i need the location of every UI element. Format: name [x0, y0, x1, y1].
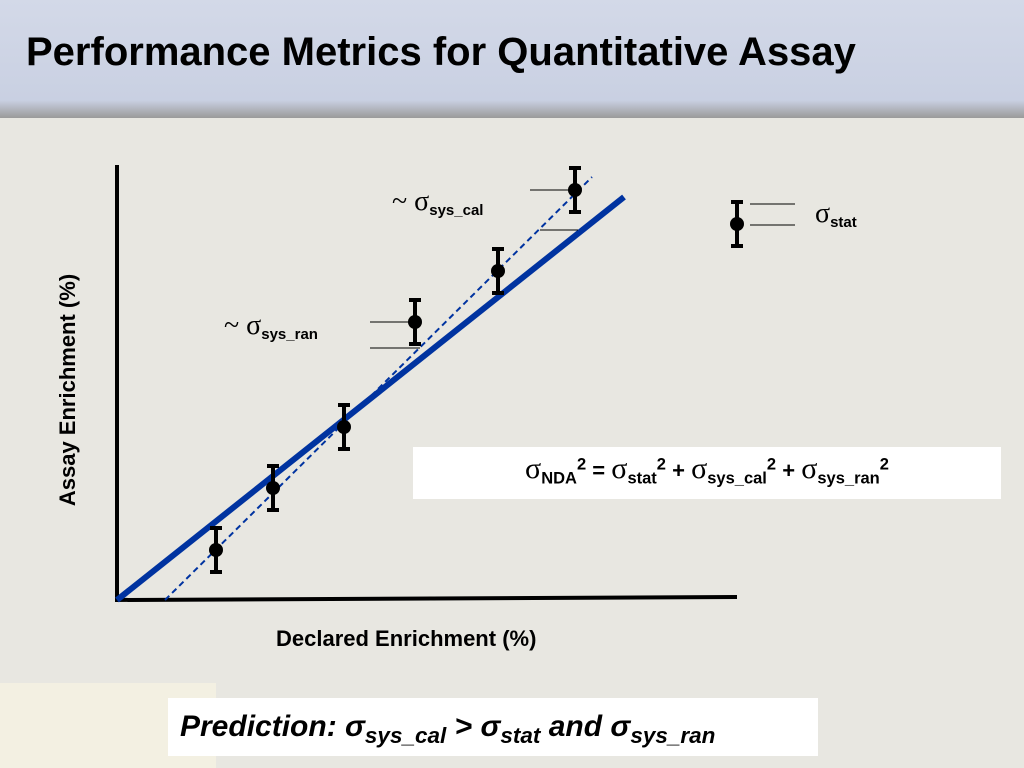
symbol: σ — [801, 452, 818, 485]
error-point — [568, 166, 582, 214]
text: Prediction: σ — [180, 710, 365, 743]
fit-line — [164, 176, 593, 601]
error-point — [266, 464, 280, 512]
subscript: sys_ran — [261, 326, 318, 343]
y-axis-label: Assay Enrichment (%) — [55, 273, 80, 507]
subscript: sys_cal — [364, 723, 447, 748]
equation-box — [413, 447, 1001, 499]
symbol: ~ σ — [392, 186, 430, 217]
operator: = — [592, 458, 606, 483]
symbol: σ — [815, 198, 831, 229]
error-point — [337, 403, 351, 451]
annotation: ~ σsys_ran — [224, 310, 318, 343]
operator: + — [782, 458, 796, 483]
symbol: σ — [611, 452, 628, 485]
subscript: sys_ran — [630, 723, 716, 748]
prediction-box — [168, 698, 818, 756]
superscript: 2 — [656, 455, 666, 474]
error-point — [491, 247, 505, 295]
subscript: stat — [627, 469, 657, 488]
text: > σ — [454, 710, 501, 743]
annotation: σstat — [815, 198, 857, 231]
superscript: 2 — [576, 455, 587, 474]
annotation-lines — [370, 189, 795, 349]
ideal-line — [115, 194, 626, 603]
superscript: 2 — [766, 455, 777, 474]
operator: + — [672, 458, 685, 483]
title: Performance Metrics for Quantitative Ass… — [26, 30, 856, 74]
x-axis-label: Declared Enrichment (%) — [276, 626, 537, 651]
prediction: Prediction: σsys_cal > σstat and σsys_ra… — [180, 710, 715, 749]
symbol: σ — [525, 452, 542, 485]
symbol: σ — [691, 452, 708, 485]
error-point — [209, 526, 223, 574]
subscript: sys_ran — [817, 469, 880, 488]
subscript: sys_cal — [429, 202, 484, 219]
superscript: 2 — [879, 455, 889, 474]
error-point — [730, 200, 744, 248]
subscript: stat — [500, 723, 541, 748]
header-band — [0, 0, 1024, 118]
equation: σNDA2 = σstat2 + σsys_cal2 + σsys_ran2 — [413, 452, 1001, 488]
error-point — [408, 298, 422, 346]
subscript: sys_cal — [707, 469, 767, 488]
data-points — [209, 166, 744, 574]
subscript: stat — [830, 214, 857, 231]
symbol: ~ σ — [224, 310, 262, 341]
text: and σ — [548, 710, 631, 743]
annotation: ~ σsys_cal — [392, 186, 483, 219]
x-axis — [114, 595, 738, 602]
subscript: NDA — [541, 469, 577, 488]
